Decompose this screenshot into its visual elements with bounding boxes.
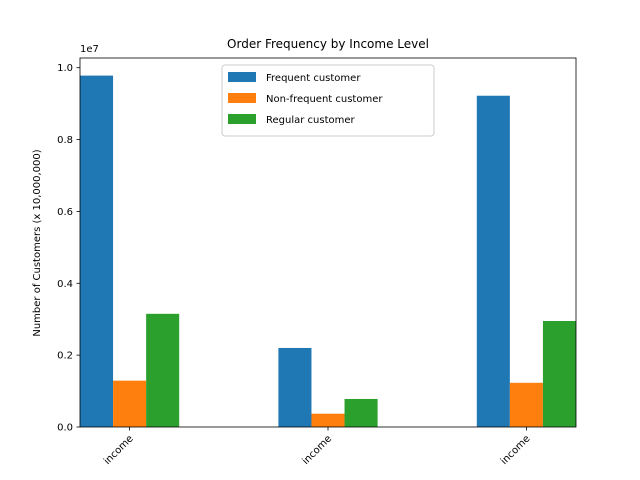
y-tick-label: 0.8 (57, 135, 73, 146)
bar (476, 95, 510, 428)
bar (509, 382, 543, 427)
bar (113, 380, 147, 427)
x-tick-label: income (499, 433, 533, 467)
legend-swatch (228, 72, 256, 82)
y-tick-label: 0.4 (57, 279, 73, 290)
bar (542, 321, 576, 427)
legend-label: Regular customer (266, 115, 356, 126)
y-tick-label: 0.0 (57, 423, 73, 434)
x-tick-label: income (102, 433, 136, 467)
y-tick-label: 0.6 (57, 207, 73, 218)
legend-label: Frequent customer (266, 73, 361, 84)
legend-label: Non-frequent customer (266, 94, 383, 105)
bar (80, 75, 114, 427)
y-tick-label: 0.2 (57, 351, 73, 362)
bars-group (80, 75, 576, 428)
legend-frame (221, 64, 435, 137)
chart-title: Order Frequency by Income Level (227, 37, 429, 51)
y-offset-label: 1e7 (80, 44, 99, 55)
legend-swatch (228, 114, 256, 124)
legend: Frequent customer Non-frequent customer Re… (221, 64, 435, 137)
y-axis-label: Number of Customers (x 10,000,000) (32, 149, 43, 336)
bar (344, 398, 378, 427)
bar (278, 347, 312, 427)
y-tick-label: 1.0 (57, 63, 73, 74)
bar (311, 413, 345, 427)
x-tick-label: income (300, 433, 334, 467)
bar (146, 313, 180, 427)
legend-swatch (228, 93, 256, 103)
